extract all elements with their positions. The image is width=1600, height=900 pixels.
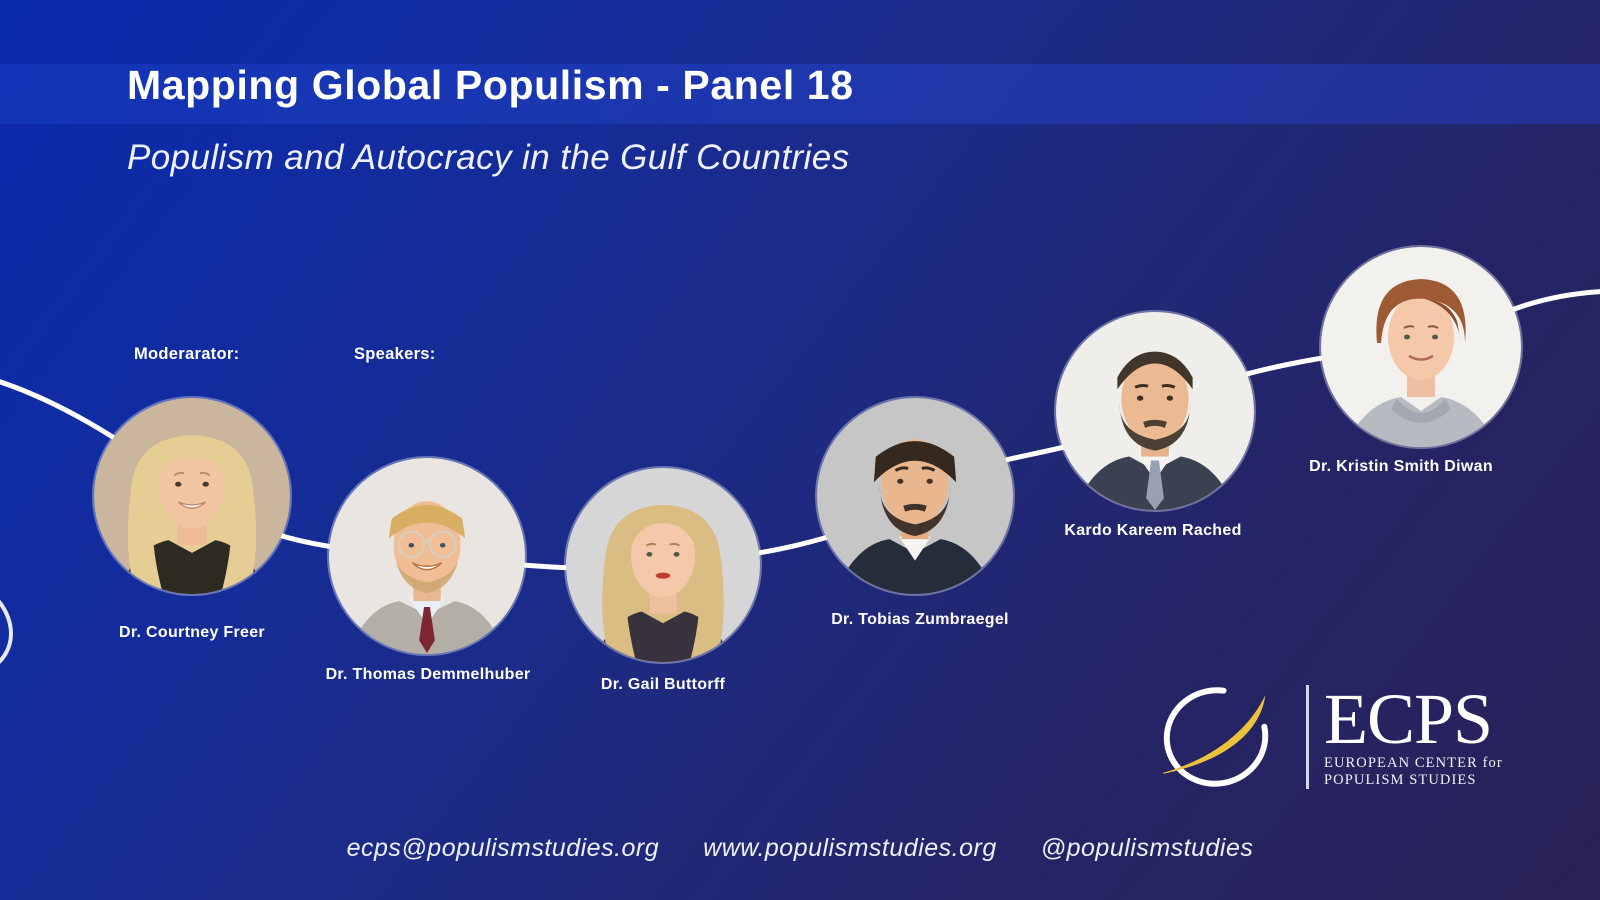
moderator-label: Moderarator:: [134, 345, 240, 363]
person-name: Dr. Tobias Zumbraegel: [831, 611, 1009, 628]
logo-acronym: ECPS: [1324, 679, 1493, 760]
footer-social-handle: @populismstudies: [1040, 834, 1254, 862]
person-name: Dr. Courtney Freer: [119, 624, 265, 641]
footer-email: ecps@populismstudies.org: [346, 834, 660, 862]
logo-text: ECPS EUROPEAN CENTER for POPULISM STUDIE…: [1324, 679, 1503, 789]
portrait-tobias-zumbraegel: [817, 398, 1013, 594]
ecps-logo: ECPS EUROPEAN CENTER for POPULISM STUDIE…: [1163, 678, 1503, 796]
portrait-courtney-freer: [94, 398, 290, 594]
avatar-illustration: [1056, 312, 1254, 510]
person-name: Kardo Kareem Rached: [1064, 522, 1242, 539]
page-title: Mapping Global Populism - Panel 18: [127, 62, 854, 108]
avatar-illustration: [817, 398, 1013, 594]
portrait-thomas-demmelhuber: [329, 458, 525, 654]
person-name: Dr. Kristin Smith Diwan: [1309, 458, 1493, 475]
globe-swoosh-icon: [1163, 687, 1269, 787]
avatar-illustration: [329, 458, 525, 654]
title-highlight-band: [0, 64, 1600, 124]
avatar-illustration: [94, 398, 290, 594]
portrait-gail-buttorff: [566, 468, 760, 662]
person-name: Dr. Thomas Demmelhuber: [325, 666, 531, 683]
logo-divider: [1306, 685, 1309, 789]
speakers-label: Speakers:: [354, 345, 436, 363]
person-name: Dr. Gail Buttorff: [600, 676, 726, 693]
portrait-kardo-kareem-rached: [1056, 312, 1254, 510]
avatar-illustration: [566, 468, 760, 662]
avatar-illustration: [1321, 247, 1521, 447]
portrait-kristin-smith-diwan: [1321, 247, 1521, 447]
footer-website: www.populismstudies.org: [703, 834, 997, 862]
logo-subtitle-line1: EUROPEAN CENTER for: [1324, 754, 1503, 771]
logo-subtitle-line2: POPULISM STUDIES: [1324, 772, 1477, 789]
page-subtitle: Populism and Autocracy in the Gulf Count…: [127, 138, 850, 177]
footer-contacts: ecps@populismstudies.org www.populismstu…: [0, 834, 1600, 863]
